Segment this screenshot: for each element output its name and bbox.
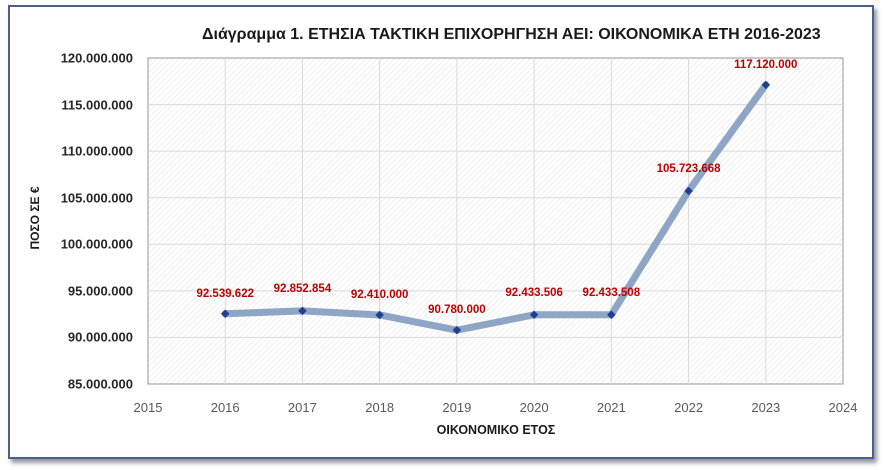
x-tick: 2015 xyxy=(133,400,163,415)
data-label: 92.410.000 xyxy=(350,288,409,301)
y-tick: 85.000.000 xyxy=(67,376,133,392)
data-point-marker xyxy=(375,310,384,320)
y-tick: 100.000.000 xyxy=(60,236,133,252)
y-tick: 95.000.000 xyxy=(67,283,133,299)
y-tick: 110.000.000 xyxy=(61,143,133,159)
data-label: 90.780.000 xyxy=(428,304,486,317)
x-axis-label: ΟΙΚΟΝΟΜΙΚΟ ΕΤΟΣ xyxy=(436,423,556,437)
y-tick: 120.000.000 xyxy=(60,50,133,66)
y-tick: 105.000.000 xyxy=(60,190,133,206)
y-tick: 115.000.000 xyxy=(61,97,133,113)
data-point-marker xyxy=(607,310,616,320)
data-label: 92.433.508 xyxy=(582,286,641,299)
x-tick: 2023 xyxy=(751,400,781,415)
data-point-marker xyxy=(220,309,230,319)
series-line xyxy=(221,81,770,334)
data-label: 92.539.622 xyxy=(196,287,254,300)
data-point-marker xyxy=(298,306,307,316)
data-label: 117.120.000 xyxy=(734,58,798,71)
data-label: 105.723.668 xyxy=(656,162,721,175)
x-tick: 2016 xyxy=(210,400,240,415)
data-label: 92.433.506 xyxy=(505,286,563,299)
data-label: 92.852.854 xyxy=(273,282,332,295)
y-tick: 90.000.000 xyxy=(67,329,133,345)
data-point-marker xyxy=(452,325,462,335)
x-tick: 2022 xyxy=(674,400,704,415)
x-tick: 2020 xyxy=(519,400,549,415)
x-tick: 2017 xyxy=(287,400,317,415)
plot-background xyxy=(147,57,844,385)
x-tick: 2024 xyxy=(828,400,858,415)
x-tick: 2021 xyxy=(596,400,626,415)
x-tick: 2018 xyxy=(365,400,395,415)
x-tick: 2019 xyxy=(442,400,472,415)
chart-title: Διάγραμμα 1. ΕΤΗΣΙΑ ΤΑΚΤΙΚΗ ΕΠΙΧΟΡΗΓΗΣΗ … xyxy=(202,26,821,43)
data-point-marker xyxy=(529,310,539,320)
